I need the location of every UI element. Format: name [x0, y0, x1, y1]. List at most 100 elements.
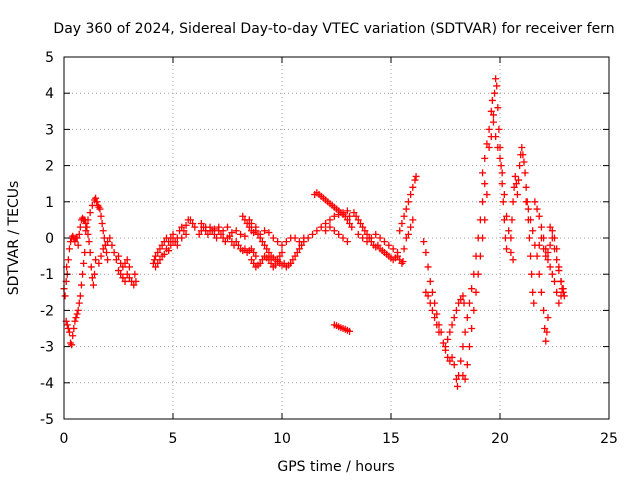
data-point: [189, 220, 197, 228]
data-point: [497, 162, 505, 170]
data-point: [167, 234, 175, 242]
data-point: [507, 248, 515, 256]
data-point: [93, 198, 101, 206]
data-point: [537, 223, 545, 231]
data-point: [551, 277, 558, 285]
data-point: [291, 252, 299, 260]
data-point: [560, 292, 568, 300]
data-point: [191, 223, 199, 231]
data-point: [404, 198, 412, 206]
data-point: [206, 227, 214, 235]
data-point: [108, 241, 116, 249]
data-point: [313, 227, 321, 235]
x-tick-label: 0: [60, 431, 69, 447]
data-point: [252, 252, 260, 260]
data-point: [409, 216, 417, 224]
data-point: [512, 180, 520, 188]
data-point: [389, 245, 397, 253]
data-point: [130, 281, 138, 289]
data-point: [341, 212, 349, 220]
data-point: [420, 238, 428, 246]
data-point: [326, 216, 334, 224]
data-point: [241, 232, 249, 240]
data-point: [241, 245, 249, 253]
data-point: [402, 234, 410, 242]
data-point: [156, 245, 164, 253]
data-point: [498, 180, 506, 188]
data-point: [487, 107, 495, 115]
data-point: [407, 223, 415, 231]
data-point: [152, 263, 160, 271]
data-point: [533, 205, 541, 213]
data-point: [68, 341, 76, 349]
data-point: [385, 241, 393, 249]
data-point: [158, 241, 166, 249]
y-tick-label: 1: [45, 195, 54, 211]
data-point: [494, 144, 502, 151]
data-point: [400, 245, 408, 253]
data-point: [424, 292, 432, 300]
data-point: [522, 183, 530, 191]
data-point: [470, 306, 478, 314]
data-point: [87, 263, 95, 271]
data-point: [537, 288, 545, 296]
data-point: [335, 230, 343, 238]
data-point: [154, 248, 162, 256]
data-point: [431, 314, 439, 322]
data-point: [119, 274, 127, 282]
data-point: [339, 234, 347, 242]
data-point: [528, 270, 536, 278]
data-point: [525, 234, 533, 242]
data-point: [452, 306, 460, 314]
data-point: [488, 96, 496, 104]
data-point: [448, 321, 456, 329]
data-point: [250, 248, 258, 256]
data-point: [215, 223, 223, 231]
data-point: [428, 288, 436, 296]
data-point: [546, 241, 554, 249]
data-point: [293, 248, 301, 256]
data-point: [527, 252, 535, 260]
data-point: [326, 223, 334, 231]
data-point: [361, 227, 369, 235]
data-point: [544, 314, 552, 322]
data-point: [493, 82, 501, 90]
data-point: [99, 227, 107, 235]
data-point: [101, 241, 109, 249]
data-point: [465, 343, 473, 351]
data-point: [459, 292, 467, 300]
data-point: [74, 241, 82, 249]
data-point: [521, 169, 529, 177]
y-tick-label: -4: [40, 376, 54, 392]
data-point: [448, 353, 456, 361]
data-point: [479, 198, 487, 206]
data-point: [435, 328, 443, 336]
data-point: [546, 263, 554, 271]
data-point: [412, 172, 420, 180]
data-points: [60, 75, 568, 390]
data-point: [263, 245, 271, 253]
data-point: [472, 288, 480, 296]
data-point: [548, 227, 556, 235]
y-tick-label: 5: [45, 50, 54, 66]
data-point: [496, 154, 504, 162]
data-point: [65, 328, 73, 336]
data-point: [82, 227, 90, 235]
data-point: [79, 270, 87, 278]
data-point: [125, 263, 133, 271]
data-point: [483, 140, 491, 148]
data-point: [80, 259, 88, 267]
data-point: [535, 212, 543, 220]
data-point: [88, 274, 96, 282]
data-point: [178, 223, 186, 231]
data-point: [160, 250, 168, 258]
data-point: [261, 227, 269, 235]
data-point: [540, 245, 548, 253]
data-point: [300, 238, 308, 246]
data-point: [317, 223, 325, 231]
data-point: [541, 325, 549, 332]
data-point: [457, 296, 465, 304]
data-point: [511, 172, 519, 180]
data-point: [76, 223, 84, 231]
